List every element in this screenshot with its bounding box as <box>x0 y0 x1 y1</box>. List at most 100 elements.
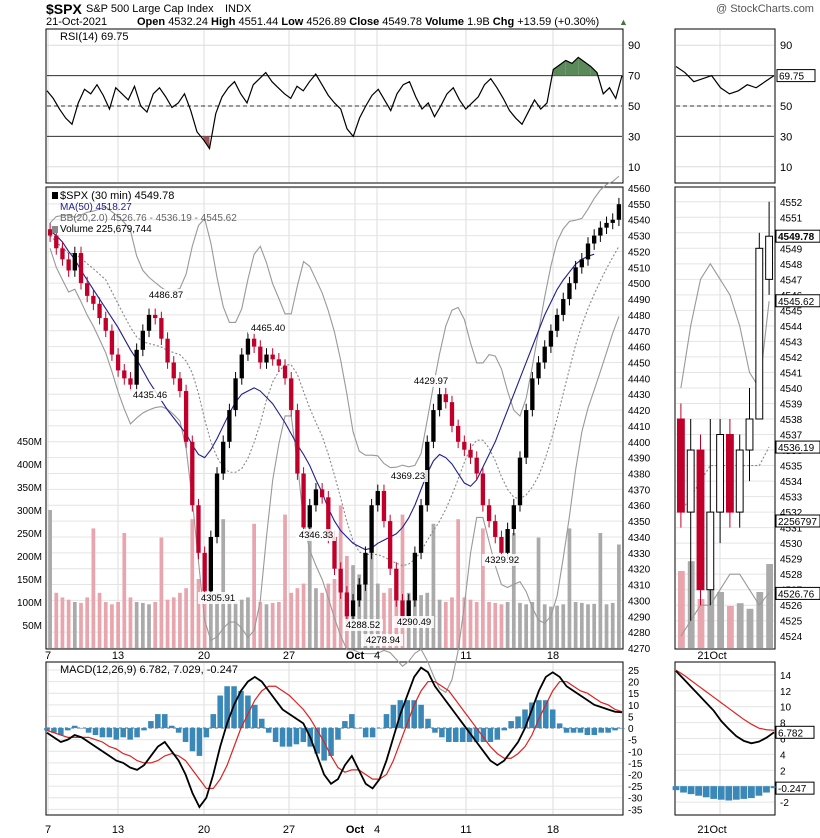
macd-histogram-bar <box>376 728 383 729</box>
candle-body <box>332 536 337 569</box>
candle-body <box>295 410 300 474</box>
volume-bar <box>295 588 300 648</box>
volume-bar <box>97 592 102 648</box>
candle-body <box>227 410 232 442</box>
rsi-detail-tick-label: 50 <box>780 101 792 113</box>
volume-bar <box>128 597 133 648</box>
bb-lower-line <box>49 248 620 694</box>
macd-x-tick-label: 7 <box>45 824 51 836</box>
macd-histogram-bar <box>155 714 161 729</box>
price-tick-label: 4410 <box>628 422 651 433</box>
volume-bar <box>462 597 467 648</box>
volume-bar <box>431 523 436 648</box>
candle-body <box>381 490 387 522</box>
candle-body <box>387 521 393 569</box>
macd-histogram-bar <box>113 728 120 740</box>
volume-tick-label: 50M <box>23 621 42 632</box>
candle-body <box>196 505 201 553</box>
macd-detail-x-tick-label: 21Oct <box>697 824 726 836</box>
candle-body <box>524 410 529 458</box>
volume-legend-icon <box>52 226 58 233</box>
macd-histogram-bar <box>439 728 445 738</box>
macd-histogram-bar <box>328 728 334 756</box>
rsi-tick-label: 90 <box>628 40 640 52</box>
macd-detail-tick-label: 12 <box>780 687 792 698</box>
macd-tick-label: 20 <box>628 678 640 689</box>
volume-bar <box>307 510 312 648</box>
volume-bar <box>388 588 392 648</box>
candle-body <box>47 229 53 236</box>
detail-price-tick-label: 4548 <box>780 260 803 271</box>
candle-body <box>146 314 152 331</box>
volume-bar <box>110 604 114 648</box>
macd-detail-tick-label: -2 <box>780 798 789 809</box>
macd-histogram-bar <box>175 728 182 733</box>
candle-body <box>431 410 436 442</box>
candle-body <box>462 441 467 450</box>
price-tick-label: 4340 <box>628 533 651 544</box>
candle-body <box>499 536 504 553</box>
volume-bar <box>382 592 386 648</box>
macd-histogram-bar <box>134 728 140 738</box>
price-annotation: 4290.49 <box>397 617 431 628</box>
macd-detail-histogram-bar <box>763 786 770 793</box>
volume-bar <box>184 588 188 648</box>
rsi-detail-panel <box>674 28 776 184</box>
macd-histogram-bar <box>494 728 501 740</box>
candle-body <box>598 227 603 236</box>
x-tick-label: Oct <box>346 650 365 662</box>
macd-histogram-bar <box>300 728 307 742</box>
candle-body <box>449 402 455 426</box>
candle-body <box>313 489 319 506</box>
volume-bar <box>258 602 263 648</box>
candle-body <box>97 303 102 319</box>
macd-histogram-bar <box>446 728 452 742</box>
macd-detail-tick-label: 2 <box>780 766 786 777</box>
volume-bar <box>116 602 120 648</box>
volume-bar <box>586 604 590 648</box>
detail-candle-body <box>765 235 774 280</box>
detail-price-tick-label: 4537 <box>780 431 803 442</box>
volume-bar <box>468 599 473 648</box>
price-annotation-bg <box>482 554 522 566</box>
price-annotation: 4288.52 <box>346 620 380 631</box>
macd-detail-histogram-bar <box>747 786 755 799</box>
candle-body <box>190 441 195 506</box>
macd-histogram-bar <box>452 728 459 742</box>
macd-histogram-bar <box>612 728 618 731</box>
price-tick-label: 4510 <box>628 263 651 274</box>
detail-price-tick-label: 4549 <box>780 244 803 255</box>
detail-bb-lower <box>680 573 770 637</box>
volume-bar <box>493 602 498 648</box>
volume-bar <box>165 599 170 648</box>
chart-header: $SPX S&P 500 Large Cap Index INDX @ Stoc… <box>0 0 820 30</box>
volume-bar <box>499 604 504 648</box>
macd-histogram-bar <box>168 725 175 729</box>
candle-body <box>233 378 238 411</box>
candle-body <box>616 204 622 220</box>
macd-histogram-bar <box>515 716 521 729</box>
price-tick-label: 4460 <box>628 343 651 354</box>
price-annotation-bg <box>343 619 383 631</box>
detail-volume-bar <box>756 592 764 648</box>
macd-histogram-bar <box>58 728 64 736</box>
volume-bar <box>54 592 59 648</box>
index-name: S&P 500 Large Cap Index <box>86 3 214 15</box>
volume-bar <box>122 533 127 648</box>
price-tick-label: 4330 <box>628 549 651 560</box>
volume-bar <box>190 519 195 648</box>
exchange: INDX <box>225 3 252 15</box>
rsi-tick-label: 30 <box>628 131 640 143</box>
candle-body <box>474 457 479 474</box>
volume-bar <box>561 604 566 648</box>
volume-bar <box>134 602 139 648</box>
macd-histogram-bar <box>245 695 251 729</box>
candle-body <box>375 490 380 506</box>
volume-bar <box>363 579 368 648</box>
candle-body <box>171 362 176 379</box>
macd-histogram-bar <box>265 728 272 733</box>
candle-body <box>134 349 139 385</box>
macd-tick-label: -30 <box>628 794 643 805</box>
volume-bar <box>270 602 275 648</box>
price-tick-label: 4500 <box>628 279 651 290</box>
